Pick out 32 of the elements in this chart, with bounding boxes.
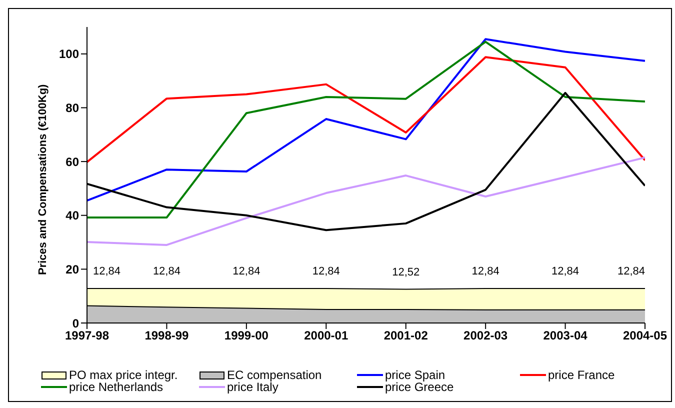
legend-label: price Greece bbox=[385, 380, 454, 394]
x-tick-label: 2000-01 bbox=[304, 328, 348, 343]
legend-label: price Netherlands bbox=[69, 380, 164, 394]
data-label: 12,84 bbox=[232, 265, 260, 278]
y-tick-label: 80 bbox=[66, 100, 80, 115]
data-label: 12,84 bbox=[552, 265, 580, 278]
x-tick-label: 1998-99 bbox=[144, 328, 190, 343]
y-axis-title: Prices and Compensations (€100Kg) bbox=[36, 84, 49, 275]
data-label: 12,84 bbox=[617, 265, 645, 278]
legend-label: price Italy bbox=[227, 380, 278, 394]
legend-label: price Spain bbox=[385, 368, 446, 382]
x-tick-label: 1997-98 bbox=[64, 328, 110, 343]
data-label: 12,84 bbox=[472, 265, 500, 278]
y-tick-label: 20 bbox=[66, 262, 80, 276]
data-label: 12,84 bbox=[152, 265, 180, 278]
x-tick-label: 2002-03 bbox=[464, 328, 508, 343]
line-series bbox=[87, 56, 645, 164]
x-tick-label: 2003-04 bbox=[543, 328, 588, 343]
data-label: 12,84 bbox=[93, 265, 121, 278]
y-tick-label: 40 bbox=[66, 208, 80, 223]
x-tick-label: 1999-00 bbox=[224, 328, 269, 343]
line-series bbox=[87, 156, 645, 246]
x-tick-label: 2004-05 bbox=[622, 328, 668, 343]
y-tick-label: 0 bbox=[72, 316, 80, 330]
y-tick-label: 100 bbox=[58, 47, 80, 62]
legend-label: price France bbox=[548, 368, 615, 382]
legend-label: EC compensation bbox=[227, 368, 322, 382]
data-label: 12,52 bbox=[392, 266, 420, 278]
data-label: 12,84 bbox=[312, 265, 340, 278]
y-tick-label: 60 bbox=[66, 154, 80, 169]
legend-label: PO max price integr. bbox=[69, 368, 178, 382]
x-tick-label: 2001-02 bbox=[384, 328, 428, 343]
